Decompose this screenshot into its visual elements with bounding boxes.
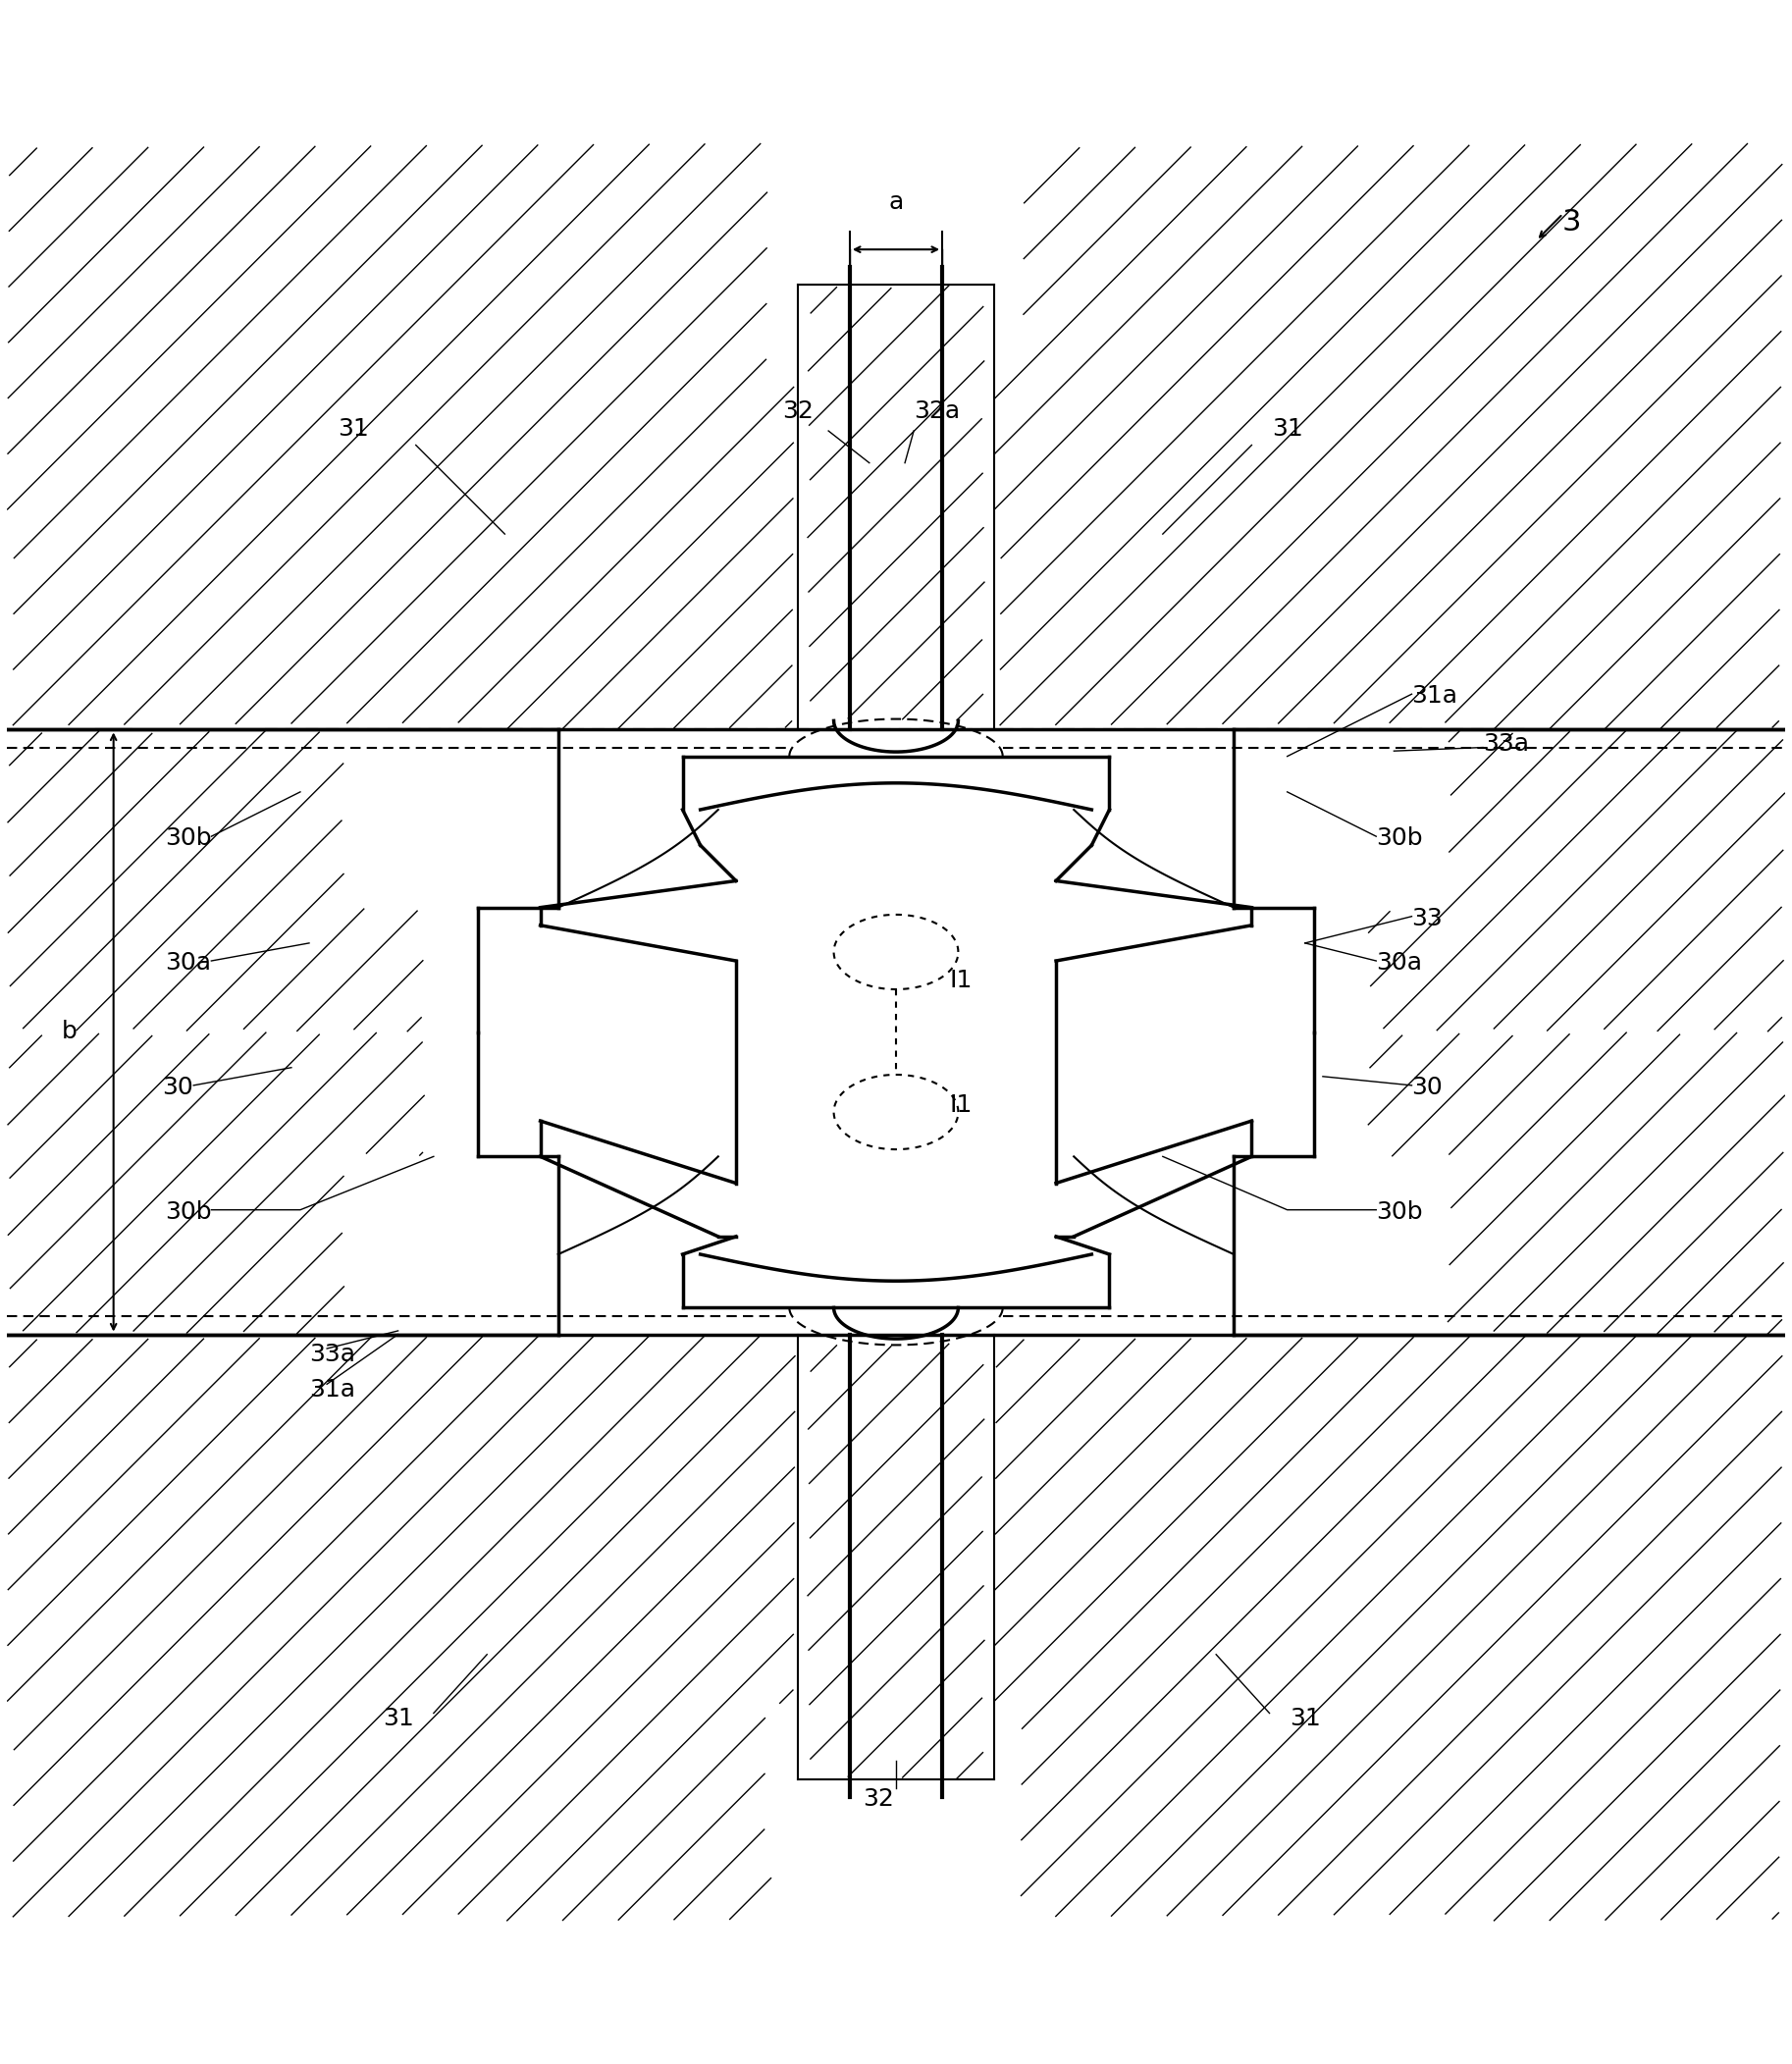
Text: 32a: 32a [914,400,961,423]
Text: 31: 31 [1272,417,1303,442]
Text: 31: 31 [339,417,369,442]
Text: 30b: 30b [165,826,211,850]
Text: 30b: 30b [1376,1199,1423,1224]
Text: 31a: 31a [1412,685,1459,708]
Text: 30b: 30b [1376,826,1423,850]
Text: 33: 33 [1412,906,1443,931]
Text: 3: 3 [1563,208,1581,237]
Text: 30: 30 [163,1075,194,1100]
Text: I1: I1 [950,968,973,993]
Text: 30b: 30b [165,1199,211,1224]
Text: b: b [61,1020,77,1044]
Text: 30a: 30a [1376,952,1423,974]
Text: 30a: 30a [165,952,211,974]
Text: 31: 31 [1290,1707,1321,1730]
Text: 32: 32 [862,1787,894,1810]
Text: 32: 32 [783,400,814,423]
Text: a: a [889,190,903,215]
Text: 33a: 33a [310,1342,355,1366]
Text: 33a: 33a [1482,733,1529,755]
Text: 31a: 31a [310,1379,355,1401]
Text: 31: 31 [382,1707,414,1730]
Text: I1: I1 [950,1094,973,1117]
Text: 30: 30 [1412,1075,1443,1100]
